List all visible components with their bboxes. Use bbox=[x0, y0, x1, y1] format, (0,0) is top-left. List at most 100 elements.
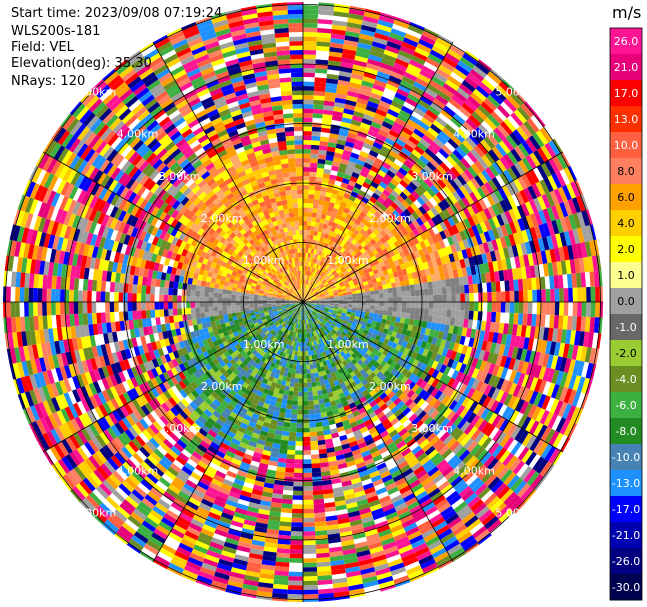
gate-cell bbox=[46, 205, 56, 220]
gate-cell bbox=[568, 374, 577, 390]
gate-cell bbox=[525, 362, 534, 376]
gate-cell bbox=[466, 387, 476, 399]
gate-cell bbox=[303, 355, 307, 361]
gate-cell bbox=[190, 471, 202, 482]
gate-cell bbox=[255, 443, 265, 450]
gate-cell bbox=[365, 349, 373, 356]
gate-cell bbox=[97, 224, 106, 237]
gate-cell bbox=[229, 411, 238, 419]
gate-cell bbox=[251, 282, 257, 287]
gate-cell bbox=[344, 456, 355, 463]
gate-cell bbox=[509, 302, 515, 314]
gate-cell bbox=[184, 565, 200, 576]
gate-cell bbox=[252, 319, 258, 324]
gate-cell bbox=[135, 435, 146, 447]
gate-cell bbox=[191, 548, 207, 559]
gate-cell bbox=[411, 508, 425, 519]
gate-cell bbox=[215, 226, 223, 234]
gate-cell bbox=[215, 362, 223, 370]
gate-cell bbox=[267, 306, 273, 310]
gate-cell bbox=[416, 435, 427, 446]
gate-cell bbox=[315, 530, 328, 536]
gate-cell bbox=[556, 434, 568, 451]
gate-cell bbox=[296, 355, 301, 361]
gate-cell bbox=[110, 321, 117, 333]
gate-cell bbox=[406, 302, 411, 308]
gate-cell bbox=[297, 400, 303, 406]
gate-cell bbox=[232, 385, 240, 393]
gate-cell bbox=[64, 302, 70, 315]
gate-cell bbox=[254, 324, 261, 329]
gate-cell bbox=[290, 311, 294, 316]
gate-cell bbox=[388, 325, 395, 332]
gate-cell bbox=[312, 302, 317, 304]
gate-cell bbox=[10, 302, 16, 318]
gate-cell bbox=[219, 236, 227, 244]
gate-cell bbox=[510, 441, 522, 456]
gate-cell bbox=[305, 305, 309, 310]
gate-cell bbox=[235, 382, 243, 390]
gate-cell bbox=[87, 290, 92, 302]
gate-cell bbox=[266, 332, 272, 337]
gate-cell bbox=[220, 275, 226, 281]
gate-cell bbox=[169, 419, 179, 430]
gate-cell bbox=[177, 247, 184, 256]
gate-cell bbox=[237, 281, 244, 286]
gate-cell bbox=[143, 201, 152, 212]
gate-cell bbox=[343, 390, 350, 397]
gate-cell bbox=[204, 519, 218, 529]
gate-cell bbox=[461, 345, 469, 355]
gate-cell bbox=[92, 381, 102, 394]
gate-cell bbox=[356, 365, 364, 372]
gate-cell bbox=[45, 448, 58, 464]
gate-cell bbox=[382, 314, 388, 320]
gate-cell bbox=[295, 450, 303, 455]
gate-cell bbox=[271, 352, 277, 359]
gate-cell bbox=[104, 414, 115, 427]
gate-cell bbox=[222, 310, 228, 315]
gate-cell bbox=[156, 271, 163, 280]
gate-cell bbox=[368, 316, 374, 321]
gate-cell bbox=[146, 379, 155, 390]
gate-cell bbox=[437, 346, 445, 356]
gate-cell bbox=[316, 302, 321, 304]
gate-cell bbox=[523, 402, 534, 417]
gate-cell bbox=[20, 376, 30, 393]
gate-cell bbox=[232, 235, 240, 242]
gate-cell bbox=[127, 302, 133, 312]
gate-cell bbox=[239, 494, 251, 502]
gate-cell bbox=[387, 310, 393, 317]
gate-cell bbox=[293, 481, 303, 487]
gate-cell bbox=[557, 402, 568, 418]
gate-cell bbox=[512, 460, 526, 475]
gate-cell bbox=[566, 405, 577, 421]
gate-cell bbox=[280, 403, 287, 409]
gate-cell bbox=[216, 241, 223, 249]
gate-cell bbox=[93, 368, 102, 381]
gate-cell bbox=[350, 364, 357, 372]
gate-cell bbox=[405, 307, 411, 314]
gate-cell bbox=[351, 449, 362, 457]
gate-cell bbox=[28, 422, 39, 439]
gate-cell bbox=[291, 373, 296, 379]
gate-cell bbox=[425, 535, 441, 547]
gate-cell bbox=[304, 306, 307, 311]
gate-cell bbox=[299, 328, 302, 334]
gate-cell bbox=[250, 272, 257, 278]
gate-cell bbox=[67, 338, 75, 352]
gate-cell bbox=[303, 432, 311, 437]
gate-cell bbox=[44, 415, 55, 431]
gate-cell bbox=[35, 436, 46, 452]
gate-cell bbox=[281, 307, 287, 311]
gate-cell bbox=[150, 317, 157, 326]
gate-cell bbox=[243, 250, 250, 257]
gate-cell bbox=[236, 311, 242, 316]
gate-cell bbox=[231, 251, 238, 258]
gate-cell bbox=[393, 378, 401, 387]
gate-cell bbox=[146, 214, 155, 225]
gate-cell bbox=[403, 434, 414, 444]
gate-cell bbox=[103, 130, 116, 144]
gate-cell bbox=[119, 502, 134, 516]
gate-cell bbox=[92, 488, 106, 503]
gate-cell bbox=[143, 268, 149, 278]
